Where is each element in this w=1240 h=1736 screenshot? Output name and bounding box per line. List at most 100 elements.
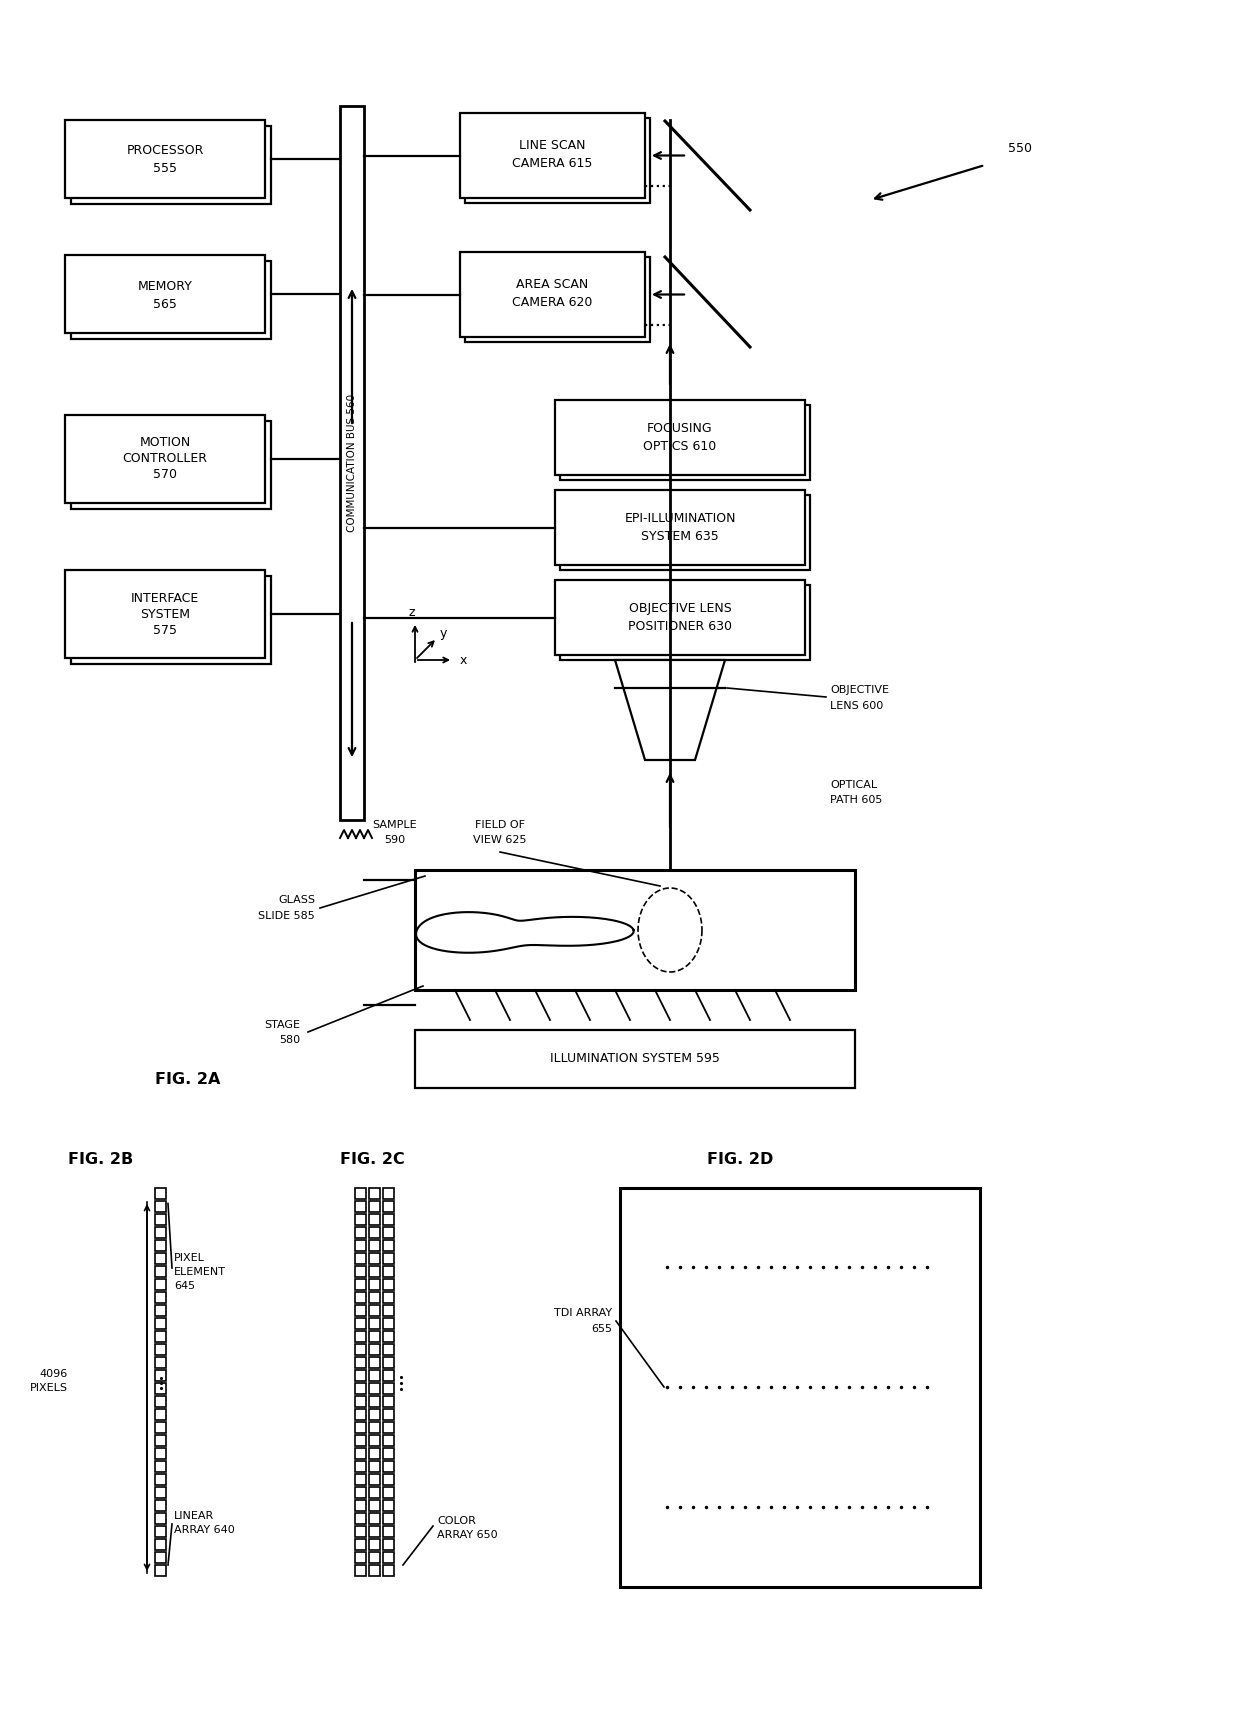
FancyBboxPatch shape bbox=[620, 1422, 631, 1432]
FancyBboxPatch shape bbox=[632, 1564, 644, 1576]
FancyBboxPatch shape bbox=[646, 1332, 657, 1342]
FancyBboxPatch shape bbox=[355, 1240, 366, 1252]
FancyBboxPatch shape bbox=[632, 1422, 644, 1432]
FancyBboxPatch shape bbox=[954, 1384, 965, 1394]
FancyBboxPatch shape bbox=[646, 1514, 657, 1524]
FancyBboxPatch shape bbox=[646, 1436, 657, 1446]
FancyBboxPatch shape bbox=[383, 1187, 394, 1200]
FancyBboxPatch shape bbox=[967, 1410, 978, 1420]
Text: y: y bbox=[439, 627, 446, 641]
FancyBboxPatch shape bbox=[155, 1436, 166, 1446]
FancyBboxPatch shape bbox=[155, 1396, 166, 1406]
FancyBboxPatch shape bbox=[355, 1332, 366, 1342]
FancyBboxPatch shape bbox=[370, 1266, 379, 1278]
FancyBboxPatch shape bbox=[646, 1448, 657, 1458]
FancyBboxPatch shape bbox=[370, 1422, 379, 1432]
FancyBboxPatch shape bbox=[155, 1344, 166, 1356]
FancyBboxPatch shape bbox=[620, 1462, 631, 1472]
Text: PIXEL: PIXEL bbox=[174, 1253, 205, 1264]
Text: z: z bbox=[409, 606, 415, 618]
FancyBboxPatch shape bbox=[370, 1292, 379, 1304]
FancyBboxPatch shape bbox=[370, 1514, 379, 1524]
FancyBboxPatch shape bbox=[620, 1474, 631, 1484]
FancyBboxPatch shape bbox=[632, 1540, 644, 1550]
FancyBboxPatch shape bbox=[967, 1462, 978, 1472]
FancyBboxPatch shape bbox=[646, 1540, 657, 1550]
FancyBboxPatch shape bbox=[967, 1227, 978, 1238]
FancyBboxPatch shape bbox=[355, 1410, 366, 1420]
FancyBboxPatch shape bbox=[370, 1552, 379, 1562]
FancyBboxPatch shape bbox=[383, 1201, 394, 1212]
FancyBboxPatch shape bbox=[415, 1029, 856, 1088]
FancyBboxPatch shape bbox=[340, 106, 365, 819]
FancyBboxPatch shape bbox=[383, 1318, 394, 1330]
Text: VIEW 625: VIEW 625 bbox=[474, 835, 527, 845]
FancyBboxPatch shape bbox=[967, 1526, 978, 1536]
FancyBboxPatch shape bbox=[646, 1266, 657, 1278]
FancyBboxPatch shape bbox=[620, 1488, 631, 1498]
FancyBboxPatch shape bbox=[954, 1436, 965, 1446]
Text: OPTICS 610: OPTICS 610 bbox=[644, 439, 717, 453]
FancyBboxPatch shape bbox=[941, 1305, 952, 1316]
FancyBboxPatch shape bbox=[646, 1240, 657, 1252]
FancyBboxPatch shape bbox=[355, 1396, 366, 1406]
FancyBboxPatch shape bbox=[355, 1514, 366, 1524]
FancyBboxPatch shape bbox=[71, 422, 272, 509]
FancyBboxPatch shape bbox=[556, 399, 805, 476]
Text: ILLUMINATION SYSTEM 595: ILLUMINATION SYSTEM 595 bbox=[551, 1052, 720, 1066]
FancyBboxPatch shape bbox=[620, 1370, 631, 1382]
FancyBboxPatch shape bbox=[620, 1552, 631, 1562]
FancyBboxPatch shape bbox=[967, 1187, 978, 1200]
FancyBboxPatch shape bbox=[383, 1436, 394, 1446]
FancyBboxPatch shape bbox=[155, 1526, 166, 1536]
FancyBboxPatch shape bbox=[941, 1384, 952, 1394]
FancyBboxPatch shape bbox=[383, 1358, 394, 1368]
FancyBboxPatch shape bbox=[620, 1500, 631, 1510]
FancyBboxPatch shape bbox=[954, 1358, 965, 1368]
FancyBboxPatch shape bbox=[460, 252, 645, 337]
FancyBboxPatch shape bbox=[71, 260, 272, 339]
FancyBboxPatch shape bbox=[941, 1410, 952, 1420]
FancyBboxPatch shape bbox=[941, 1187, 952, 1200]
Text: 4096: 4096 bbox=[40, 1370, 68, 1378]
FancyBboxPatch shape bbox=[954, 1552, 965, 1562]
FancyBboxPatch shape bbox=[370, 1564, 379, 1576]
FancyBboxPatch shape bbox=[460, 113, 645, 198]
FancyBboxPatch shape bbox=[941, 1448, 952, 1458]
FancyBboxPatch shape bbox=[355, 1436, 366, 1446]
FancyBboxPatch shape bbox=[632, 1384, 644, 1394]
FancyBboxPatch shape bbox=[646, 1358, 657, 1368]
FancyBboxPatch shape bbox=[967, 1358, 978, 1368]
Text: CAMERA 620: CAMERA 620 bbox=[512, 297, 593, 309]
FancyBboxPatch shape bbox=[646, 1344, 657, 1356]
FancyBboxPatch shape bbox=[415, 870, 856, 990]
FancyBboxPatch shape bbox=[355, 1422, 366, 1432]
FancyBboxPatch shape bbox=[967, 1344, 978, 1356]
FancyBboxPatch shape bbox=[632, 1227, 644, 1238]
FancyBboxPatch shape bbox=[383, 1370, 394, 1382]
FancyBboxPatch shape bbox=[370, 1227, 379, 1238]
FancyBboxPatch shape bbox=[954, 1305, 965, 1316]
FancyBboxPatch shape bbox=[632, 1410, 644, 1420]
FancyBboxPatch shape bbox=[941, 1474, 952, 1484]
Text: 575: 575 bbox=[153, 623, 177, 637]
FancyBboxPatch shape bbox=[155, 1422, 166, 1432]
FancyBboxPatch shape bbox=[954, 1266, 965, 1278]
FancyBboxPatch shape bbox=[967, 1384, 978, 1394]
FancyBboxPatch shape bbox=[646, 1488, 657, 1498]
FancyBboxPatch shape bbox=[355, 1448, 366, 1458]
FancyBboxPatch shape bbox=[155, 1279, 166, 1290]
FancyBboxPatch shape bbox=[155, 1384, 166, 1394]
FancyBboxPatch shape bbox=[620, 1227, 631, 1238]
FancyBboxPatch shape bbox=[355, 1292, 366, 1304]
FancyBboxPatch shape bbox=[646, 1396, 657, 1406]
Text: SLIDE 585: SLIDE 585 bbox=[258, 911, 315, 922]
FancyBboxPatch shape bbox=[954, 1213, 965, 1226]
FancyBboxPatch shape bbox=[632, 1526, 644, 1536]
FancyBboxPatch shape bbox=[967, 1292, 978, 1304]
FancyBboxPatch shape bbox=[646, 1201, 657, 1212]
FancyBboxPatch shape bbox=[620, 1253, 631, 1264]
FancyBboxPatch shape bbox=[355, 1279, 366, 1290]
FancyBboxPatch shape bbox=[620, 1266, 631, 1278]
FancyBboxPatch shape bbox=[954, 1422, 965, 1432]
